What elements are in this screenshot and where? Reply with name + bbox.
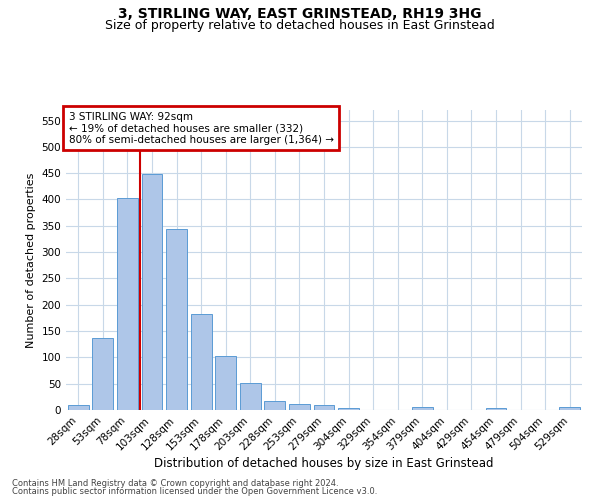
Bar [338,408,359,410]
Text: Contains public sector information licensed under the Open Government Licence v3: Contains public sector information licen… [12,487,377,496]
Bar [117,198,138,410]
Bar [142,174,163,410]
Bar [485,408,506,410]
Bar [559,408,580,410]
X-axis label: Distribution of detached houses by size in East Grinstead: Distribution of detached houses by size … [154,458,494,470]
Bar [289,404,310,410]
Bar [240,383,261,410]
Text: Contains HM Land Registry data © Crown copyright and database right 2024.: Contains HM Land Registry data © Crown c… [12,478,338,488]
Bar [412,408,433,410]
Text: 3, STIRLING WAY, EAST GRINSTEAD, RH19 3HG: 3, STIRLING WAY, EAST GRINSTEAD, RH19 3H… [118,8,482,22]
Bar [166,230,187,410]
Bar [191,314,212,410]
Bar [265,401,286,410]
Bar [68,404,89,410]
Bar [215,356,236,410]
Bar [314,404,334,410]
Bar [92,338,113,410]
Y-axis label: Number of detached properties: Number of detached properties [26,172,36,348]
Text: 3 STIRLING WAY: 92sqm
← 19% of detached houses are smaller (332)
80% of semi-det: 3 STIRLING WAY: 92sqm ← 19% of detached … [68,112,334,144]
Text: Size of property relative to detached houses in East Grinstead: Size of property relative to detached ho… [105,19,495,32]
